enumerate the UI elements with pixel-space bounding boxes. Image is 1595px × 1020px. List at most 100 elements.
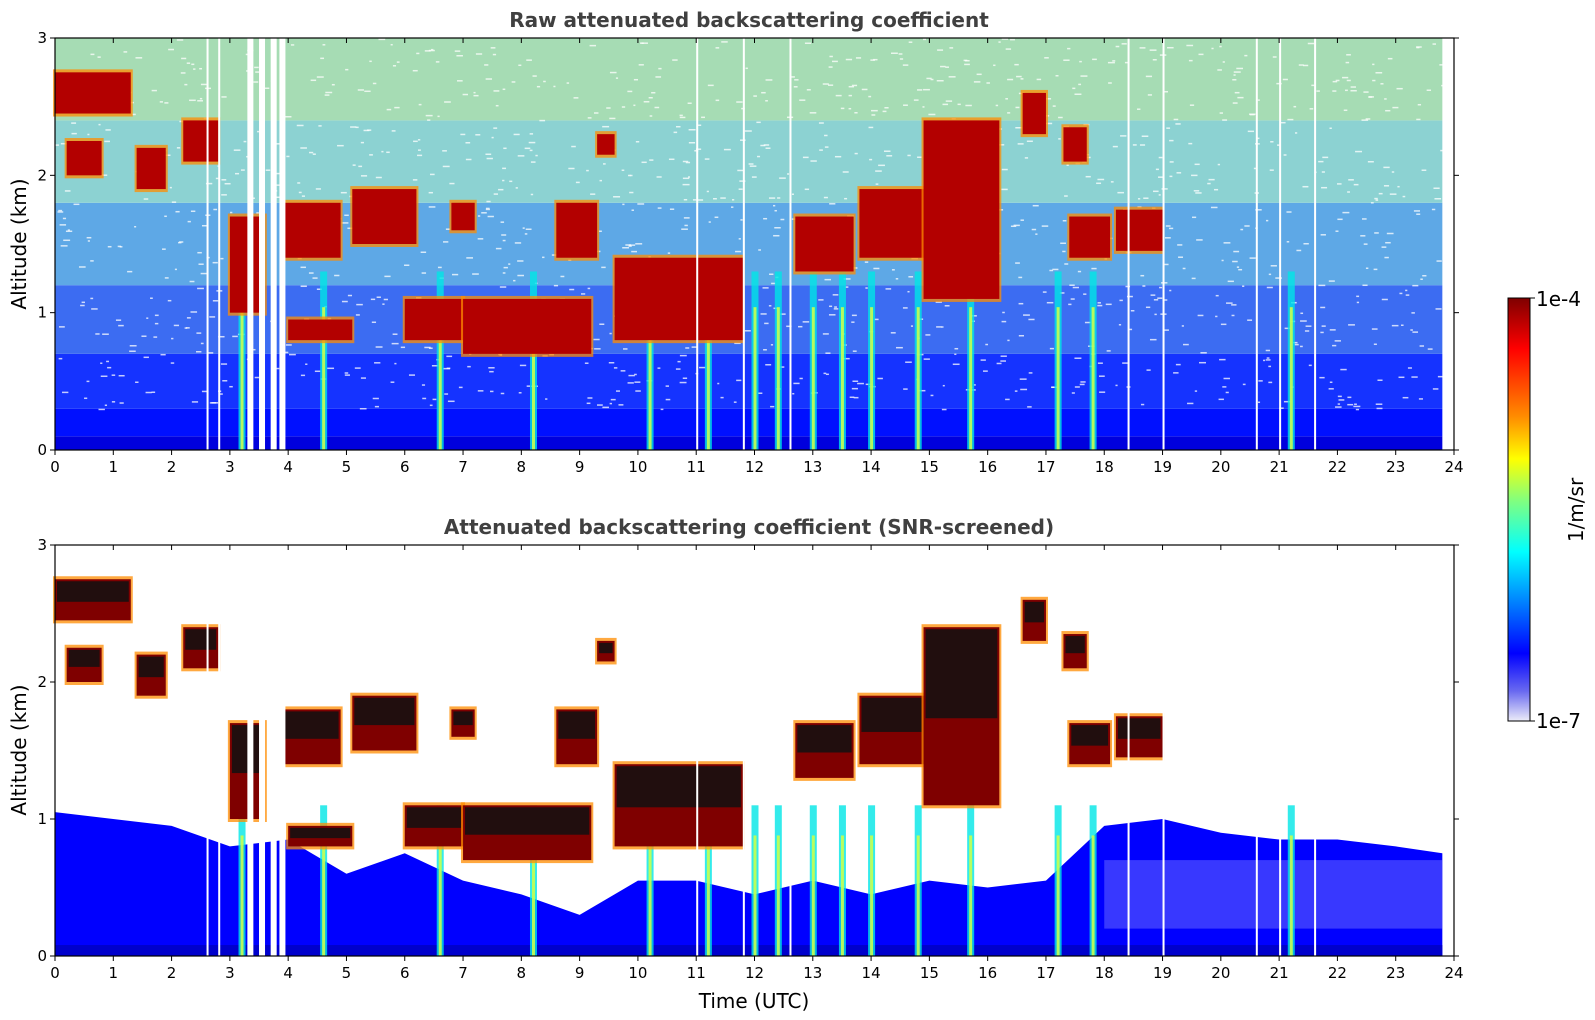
noise-speck	[907, 154, 911, 157]
noise-speck	[485, 208, 490, 211]
noise-speck	[799, 99, 806, 101]
noise-speck	[1158, 176, 1164, 178]
noise-speck	[1234, 91, 1240, 94]
noise-speck	[673, 131, 678, 134]
noise-speck	[1222, 61, 1225, 63]
noise-speck	[102, 333, 109, 335]
noise-speck	[490, 47, 496, 49]
noise-speck	[1385, 241, 1391, 244]
noise-speck	[135, 381, 139, 384]
noise-speck	[1375, 199, 1379, 201]
noise-speck	[100, 362, 103, 364]
noise-speck	[167, 299, 172, 302]
noise-speck	[475, 134, 481, 136]
noise-speck	[90, 53, 95, 56]
noise-speck	[170, 362, 175, 364]
noise-speck	[660, 408, 664, 411]
noise-speck	[309, 151, 314, 154]
noise-speck	[1023, 314, 1030, 316]
noise-speck	[477, 238, 484, 240]
noise-speck	[594, 112, 599, 114]
noise-speck	[1024, 157, 1029, 159]
noise-speck	[1154, 313, 1157, 316]
noise-speck	[806, 89, 811, 91]
noise-speck	[160, 353, 166, 356]
noise-speck	[1396, 87, 1403, 90]
noise-speck	[964, 63, 970, 66]
noise-speck	[1418, 398, 1423, 400]
noise-speck	[715, 99, 720, 102]
cloud-layer-core	[354, 697, 415, 726]
noise-speck	[606, 107, 611, 109]
noise-speck	[466, 257, 474, 259]
noise-speck	[375, 346, 383, 348]
noise-speck	[498, 188, 504, 191]
noise-speck	[1042, 291, 1047, 293]
noise-speck	[220, 257, 224, 260]
precip-streak-core	[916, 835, 920, 956]
noise-speck	[713, 198, 717, 200]
x-tick-label: 8	[517, 964, 527, 982]
noise-speck	[1173, 118, 1179, 121]
noise-speck	[1329, 329, 1336, 331]
noise-speck	[854, 112, 858, 114]
noise-speck	[435, 61, 440, 63]
noise-speck	[905, 361, 912, 363]
noise-speck	[1391, 324, 1399, 327]
noise-speck	[1256, 137, 1260, 140]
noise-speck	[189, 99, 196, 102]
noise-speck	[701, 116, 706, 119]
y-tick-label: 3	[37, 29, 47, 47]
missing-data-column	[270, 38, 277, 450]
noise-speck	[1236, 266, 1240, 268]
noise-speck	[908, 41, 913, 43]
noise-speck	[824, 278, 831, 281]
noise-speck	[798, 325, 803, 328]
noise-speck	[502, 179, 505, 182]
noise-speck	[364, 90, 371, 93]
noise-speck	[428, 191, 433, 194]
noise-speck	[875, 170, 882, 172]
bottom-x-axis: 0 1 2 3 4 5 6 7 8 9 10 11 12 13 14 15 16 17 18 19 20 21 22 23 24	[50, 545, 1464, 982]
noise-speck	[848, 85, 855, 88]
noise-speck	[1311, 84, 1315, 87]
noise-speck	[84, 397, 88, 400]
noise-speck	[699, 366, 706, 369]
noise-speck	[706, 190, 709, 193]
noise-speck	[1091, 267, 1097, 270]
noise-speck	[197, 251, 202, 254]
noise-speck	[1321, 171, 1325, 173]
cloud-layer-core	[1117, 718, 1161, 739]
noise-speck	[127, 270, 133, 273]
noise-speck	[602, 163, 606, 165]
noise-speck	[1161, 188, 1168, 190]
background-band-1	[55, 408, 1443, 437]
noise-speck	[1287, 118, 1294, 121]
noise-speck	[1342, 211, 1350, 214]
cloud-layer	[1069, 216, 1111, 258]
noise-speck	[948, 76, 956, 78]
noise-speck	[132, 113, 136, 116]
noise-speck	[331, 83, 335, 86]
noise-speck	[1032, 204, 1039, 207]
noise-speck	[1001, 38, 1009, 40]
noise-speck	[275, 196, 280, 199]
noise-speck	[744, 130, 752, 132]
noise-speck	[757, 155, 761, 158]
noise-speck	[1105, 303, 1112, 306]
noise-speck	[873, 58, 878, 61]
noise-speck	[1247, 319, 1253, 321]
missing-data-column	[1279, 545, 1282, 956]
noise-speck	[1227, 280, 1234, 283]
noise-speck	[851, 321, 855, 323]
precip-streak-core	[753, 307, 757, 450]
noise-speck	[104, 404, 108, 407]
noise-speck	[1391, 171, 1395, 173]
noise-speck	[444, 393, 449, 395]
x-tick-label: 22	[1328, 458, 1347, 476]
noise-speck	[1194, 163, 1200, 166]
noise-speck	[587, 117, 592, 119]
noise-speck	[1018, 276, 1023, 279]
noise-speck	[1320, 234, 1326, 236]
noise-speck	[456, 54, 463, 57]
